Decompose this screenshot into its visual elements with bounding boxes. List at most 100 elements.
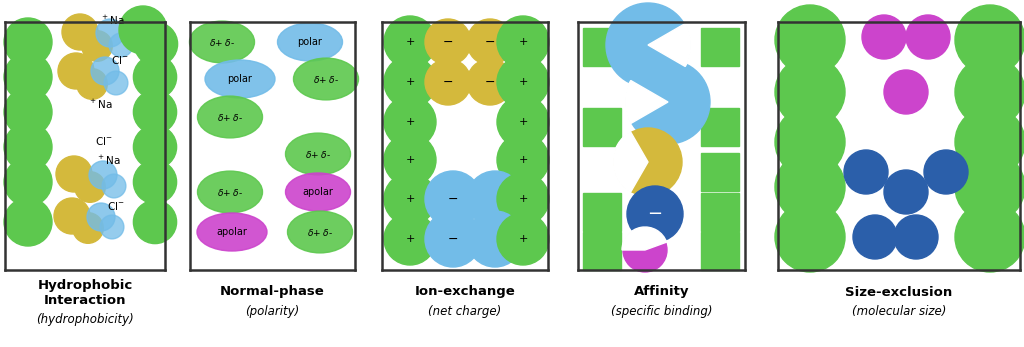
Circle shape <box>497 96 549 148</box>
Circle shape <box>4 18 52 66</box>
Text: +: + <box>518 155 527 165</box>
Text: −: − <box>484 35 496 49</box>
Circle shape <box>955 57 1024 127</box>
Bar <box>701 232 739 270</box>
Circle shape <box>75 172 105 202</box>
Circle shape <box>62 14 98 50</box>
Text: $\delta$+ $\delta$-: $\delta$+ $\delta$- <box>313 74 339 85</box>
Text: (hydrophobicity): (hydrophobicity) <box>36 313 134 325</box>
Text: +: + <box>518 194 527 204</box>
Ellipse shape <box>286 173 350 211</box>
Text: $\delta$+ $\delta$-: $\delta$+ $\delta$- <box>217 186 243 197</box>
Text: −: − <box>484 76 496 88</box>
Text: Hydrophobic: Hydrophobic <box>37 279 133 291</box>
Circle shape <box>614 128 682 196</box>
Circle shape <box>884 70 928 114</box>
Circle shape <box>497 213 549 265</box>
Circle shape <box>955 202 1024 272</box>
Text: +: + <box>406 194 415 204</box>
Text: +: + <box>518 234 527 244</box>
Circle shape <box>87 203 115 231</box>
Circle shape <box>110 33 133 57</box>
Circle shape <box>894 215 938 259</box>
Wedge shape <box>625 81 668 124</box>
Circle shape <box>4 198 52 246</box>
Text: $^+$Na: $^+$Na <box>88 98 113 111</box>
Circle shape <box>775 152 845 222</box>
Circle shape <box>384 134 436 186</box>
Text: Cl$^{-}$: Cl$^{-}$ <box>108 200 125 212</box>
Text: +: + <box>406 117 415 127</box>
Circle shape <box>91 57 119 85</box>
Text: (polarity): (polarity) <box>246 305 300 319</box>
Ellipse shape <box>278 23 342 61</box>
Ellipse shape <box>189 21 255 63</box>
Wedge shape <box>648 24 691 67</box>
Circle shape <box>58 53 94 89</box>
Circle shape <box>119 6 167 54</box>
Circle shape <box>467 19 513 65</box>
Wedge shape <box>613 132 648 192</box>
Circle shape <box>104 71 128 95</box>
Text: (net charge): (net charge) <box>428 305 502 319</box>
Circle shape <box>425 171 481 227</box>
Circle shape <box>102 174 126 198</box>
Circle shape <box>133 91 176 134</box>
Bar <box>583 108 621 146</box>
Text: Ion-exchange: Ion-exchange <box>415 286 515 298</box>
Circle shape <box>862 15 906 59</box>
Circle shape <box>4 88 52 136</box>
Circle shape <box>89 161 117 189</box>
Text: Interaction: Interaction <box>44 295 126 307</box>
Circle shape <box>4 123 52 171</box>
Circle shape <box>775 5 845 75</box>
Circle shape <box>853 215 897 259</box>
Text: $\delta$+ $\delta$-: $\delta$+ $\delta$- <box>209 36 236 48</box>
Circle shape <box>627 186 683 242</box>
Ellipse shape <box>294 58 358 100</box>
Circle shape <box>906 15 950 59</box>
Circle shape <box>467 211 523 267</box>
Circle shape <box>425 59 471 105</box>
Circle shape <box>384 173 436 225</box>
Text: −: − <box>447 193 459 205</box>
Text: $\delta$+ $\delta$-: $\delta$+ $\delta$- <box>217 111 243 122</box>
Circle shape <box>775 202 845 272</box>
Text: $\delta$+ $\delta$-: $\delta$+ $\delta$- <box>305 149 331 160</box>
Ellipse shape <box>286 133 350 175</box>
Circle shape <box>606 3 690 87</box>
Text: $^+$Na: $^+$Na <box>99 14 124 27</box>
Circle shape <box>844 150 888 194</box>
Text: −: − <box>442 76 454 88</box>
Text: Size-exclusion: Size-exclusion <box>846 286 952 298</box>
Circle shape <box>384 16 436 68</box>
Circle shape <box>133 201 176 244</box>
Circle shape <box>497 56 549 108</box>
Text: +: + <box>406 155 415 165</box>
Text: Cl$^{-}$: Cl$^{-}$ <box>95 135 113 147</box>
Circle shape <box>626 60 710 144</box>
Text: −: − <box>447 232 459 245</box>
Circle shape <box>54 198 90 234</box>
Bar <box>701 28 739 66</box>
Bar <box>583 232 621 270</box>
Text: polar: polar <box>298 37 323 47</box>
Text: +: + <box>406 37 415 47</box>
Wedge shape <box>622 227 667 250</box>
Text: (specific binding): (specific binding) <box>610 305 713 319</box>
Text: apolar: apolar <box>216 227 248 237</box>
Text: −: − <box>442 35 454 49</box>
Bar <box>701 153 739 191</box>
Circle shape <box>73 213 103 243</box>
Ellipse shape <box>288 211 352 253</box>
Circle shape <box>384 56 436 108</box>
Circle shape <box>56 156 92 192</box>
Circle shape <box>775 107 845 177</box>
Bar <box>583 193 621 231</box>
Text: +: + <box>518 117 527 127</box>
Circle shape <box>77 69 108 99</box>
Text: apolar: apolar <box>302 187 334 197</box>
Text: polar: polar <box>227 74 253 84</box>
Circle shape <box>924 150 968 194</box>
Circle shape <box>384 96 436 148</box>
